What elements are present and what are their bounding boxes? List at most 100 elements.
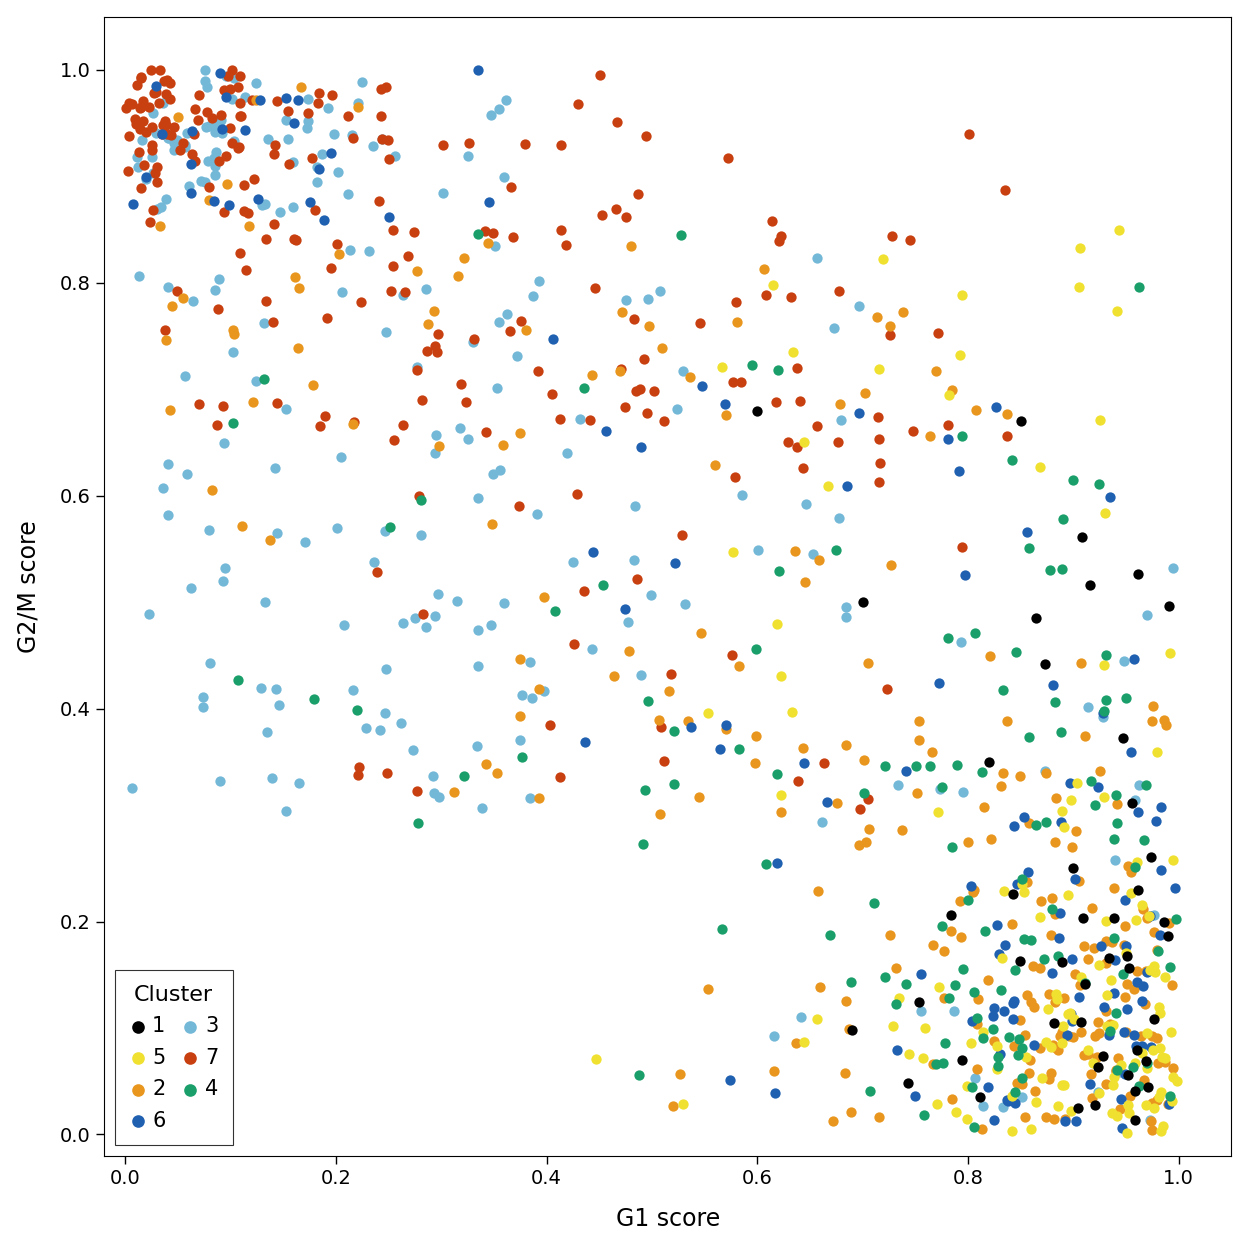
Point — [372, 129, 392, 149]
Point — [343, 680, 363, 700]
Point — [156, 329, 176, 349]
Point — [168, 107, 188, 127]
Point — [781, 287, 801, 307]
Point — [205, 149, 225, 168]
Point — [1063, 1027, 1083, 1047]
Point — [348, 92, 368, 112]
Point — [1139, 906, 1159, 926]
Point — [1126, 1036, 1146, 1056]
Point — [1106, 785, 1126, 805]
Point — [251, 678, 271, 698]
Point — [545, 602, 565, 622]
Point — [1011, 766, 1031, 786]
Point — [993, 764, 1013, 784]
Point — [991, 776, 1011, 796]
Point — [1143, 695, 1163, 715]
Point — [1018, 862, 1038, 882]
Point — [1113, 728, 1133, 748]
Point — [1133, 830, 1153, 850]
Point — [278, 101, 298, 121]
Point — [1070, 871, 1090, 891]
Point — [1128, 880, 1148, 900]
Point — [223, 342, 243, 362]
Point — [644, 381, 664, 401]
Point — [489, 100, 509, 120]
Point — [829, 508, 849, 528]
Point — [870, 1107, 890, 1127]
Point — [283, 230, 303, 250]
Point — [1121, 884, 1141, 904]
Point — [1062, 469, 1082, 489]
Point — [152, 478, 172, 498]
Point — [963, 882, 983, 902]
Point — [1132, 1043, 1152, 1063]
Point — [1063, 1008, 1083, 1028]
Point — [1122, 794, 1142, 814]
Point — [205, 156, 225, 176]
Point — [1082, 899, 1102, 919]
Point — [835, 1062, 855, 1082]
Point — [1036, 812, 1056, 832]
Point — [1075, 725, 1094, 745]
Point — [938, 384, 958, 404]
Point — [802, 544, 822, 564]
Point — [1124, 1026, 1144, 1046]
Point — [125, 109, 145, 129]
Point — [965, 1067, 985, 1087]
Point — [411, 489, 431, 509]
Point — [212, 124, 232, 144]
Point — [881, 554, 901, 574]
Point — [983, 1031, 1003, 1051]
Point — [990, 943, 1010, 963]
Point — [131, 67, 151, 87]
Point — [1142, 710, 1162, 730]
Point — [423, 784, 443, 804]
Point — [1090, 761, 1109, 781]
Point — [1103, 1075, 1123, 1094]
Point — [477, 754, 497, 774]
Point — [1075, 936, 1094, 956]
Point — [1129, 775, 1149, 795]
Point — [743, 354, 763, 374]
Point — [407, 781, 427, 801]
Point — [1104, 829, 1124, 849]
Point — [218, 195, 238, 215]
Point — [1046, 905, 1066, 925]
Point — [142, 162, 162, 182]
Point — [451, 374, 470, 394]
Point — [487, 378, 507, 398]
Point — [1143, 921, 1163, 941]
Point — [1018, 726, 1038, 746]
Point — [1141, 1111, 1161, 1131]
Point — [1147, 1027, 1167, 1047]
Point — [161, 125, 181, 145]
Point — [1061, 1102, 1081, 1122]
Point — [664, 1096, 684, 1116]
Point — [1132, 1037, 1152, 1057]
Point — [1117, 975, 1137, 995]
Point — [177, 122, 197, 142]
Point — [1052, 723, 1072, 743]
Point — [1012, 1067, 1032, 1087]
Point — [317, 308, 337, 328]
Point — [771, 785, 791, 805]
Point — [1078, 1045, 1098, 1065]
Point — [332, 282, 352, 302]
Point — [173, 132, 193, 152]
Point — [1162, 1022, 1182, 1042]
Point — [849, 835, 869, 855]
Point — [807, 416, 827, 436]
Point — [884, 1016, 904, 1036]
Point — [381, 281, 401, 301]
Point — [1046, 1038, 1066, 1058]
Point — [1017, 872, 1037, 892]
Point — [674, 1094, 694, 1114]
Point — [1090, 474, 1109, 494]
Point — [1012, 1075, 1032, 1094]
Point — [286, 267, 306, 287]
Point — [991, 980, 1011, 1000]
Point — [308, 94, 328, 114]
Point — [1137, 1058, 1157, 1078]
Point — [213, 570, 233, 590]
Point — [668, 399, 688, 419]
